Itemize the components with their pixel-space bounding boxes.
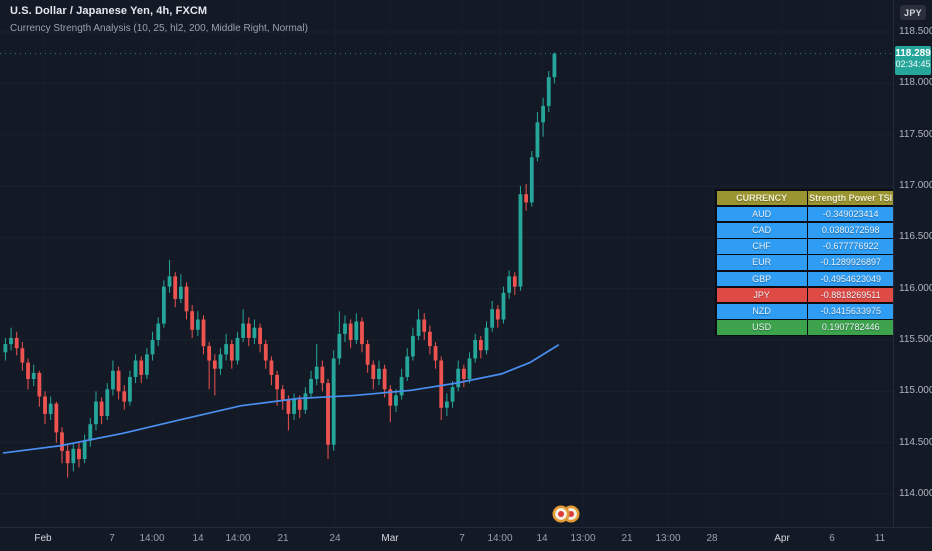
strength-cell-value-usd: 0.1907782446	[808, 320, 894, 335]
strength-cell-value-gbp: -0.4954623049	[808, 271, 894, 287]
bar-countdown: 02:34:45	[895, 59, 931, 70]
time-axis-label: 14	[536, 533, 548, 544]
strength-cell-value-nzd: -0.3415633975	[808, 303, 894, 319]
strength-cell-value-chf: -0.677776922	[808, 239, 894, 254]
price-axis-label: 116.000	[899, 282, 932, 294]
grid-lines	[0, 0, 893, 527]
time-axis-label: 21	[277, 533, 289, 544]
time-axis-label: 13:00	[655, 533, 681, 544]
time-axis-label: 7	[109, 533, 115, 544]
price-axis-label: 115.000	[899, 385, 932, 397]
price-axis-label: 118.000	[899, 77, 932, 89]
time-axis-label: 13:00	[570, 533, 596, 544]
strength-cell-value-cad: 0.0380272598	[808, 222, 894, 238]
economic-event-markers[interactable]	[552, 505, 580, 523]
time-axis-label: Mar	[381, 533, 399, 544]
strength-cell-value-jpy: -0.8818269511	[808, 287, 894, 303]
currency-strength-table[interactable]: CURRENCY Strength Power TSI AUD -0.34902341…	[715, 189, 894, 337]
price-axis-label: 118.500	[899, 25, 932, 37]
chart-pane[interactable]	[0, 0, 893, 527]
price-axis-label: 114.000	[899, 488, 932, 499]
ma-200-line	[2, 344, 560, 454]
time-axis-label: 11	[874, 533, 886, 544]
time-axis-label: Feb	[34, 533, 52, 544]
time-axis-label: 28	[706, 533, 718, 544]
strength-cell-currency-nzd: NZD	[716, 303, 807, 319]
indicator-title[interactable]: Currency Strength Analysis (10, 25, hl2,…	[10, 22, 308, 34]
strength-header-tsi: Strength Power TSI	[808, 190, 894, 206]
last-price-label: 118.289 02:34:45	[895, 46, 931, 76]
chart-legend: U.S. Dollar / Japanese Yen, 4h, FXCM Cur…	[10, 4, 308, 36]
currency-unit-badge[interactable]: JPY	[900, 5, 926, 20]
time-axis-label: 24	[329, 533, 341, 544]
strength-cell-currency-aud: AUD	[716, 206, 807, 222]
time-axis-label: 14:00	[487, 533, 513, 544]
price-axis-label: 117.500	[899, 128, 932, 140]
time-axis-label: Apr	[774, 533, 790, 544]
symbol-title[interactable]: U.S. Dollar / Japanese Yen, 4h, FXCM	[10, 5, 208, 17]
price-axis-label: 117.000	[899, 179, 932, 191]
time-axis[interactable]: Feb 7 14:00 14 14:00 21 24 Mar 7 14:00 14 13:00 21 13…	[0, 527, 932, 551]
time-axis-label: 21	[621, 533, 633, 544]
price-axis-label: 114.500	[899, 436, 932, 448]
strength-cell-currency-jpy: JPY	[716, 287, 807, 303]
time-axis-label: 6	[829, 533, 835, 544]
time-axis-label: 14:00	[139, 533, 165, 544]
price-axis-label: 115.500	[899, 333, 932, 345]
strength-cell-currency-usd: USD	[716, 320, 807, 335]
strength-cell-value-aud: -0.349023414	[808, 206, 894, 222]
time-axis-label: 7	[459, 533, 465, 544]
time-axis-label: 14	[192, 533, 204, 544]
strength-header-currency: CURRENCY	[716, 190, 807, 206]
strength-cell-currency-eur: EUR	[716, 255, 807, 270]
time-axis-label: 14:00	[225, 533, 251, 544]
price-axis[interactable]: JPY 118.289 02:34:45 118.500 118.000 117.5…	[893, 0, 932, 527]
strength-cell-currency-gbp: GBP	[716, 271, 807, 287]
strength-cell-currency-chf: CHF	[716, 239, 807, 254]
candlestick-series	[3, 52, 557, 478]
strength-cell-currency-cad: CAD	[716, 222, 807, 238]
price-axis-label: 116.500	[899, 231, 932, 243]
last-price-value: 118.289	[895, 48, 931, 60]
strength-cell-value-eur: -0.1289926897	[808, 255, 894, 270]
